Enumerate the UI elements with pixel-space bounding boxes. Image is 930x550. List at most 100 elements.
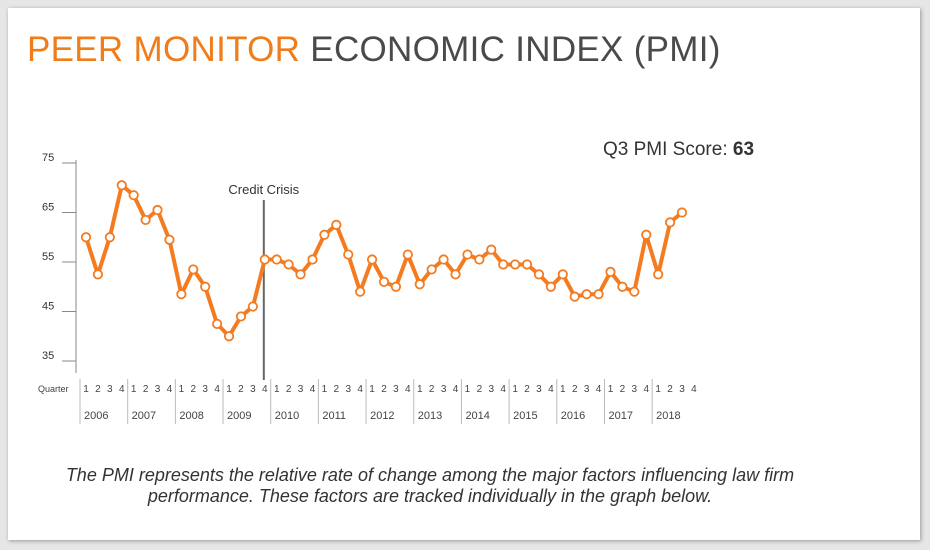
x-tick-label-quarter: 4 xyxy=(500,384,506,395)
x-tick-label-quarter: 2 xyxy=(524,384,530,395)
pmi-data-point xyxy=(235,311,247,322)
pmi-data-point xyxy=(366,254,378,265)
pmi-data-point xyxy=(402,249,413,260)
x-tick-label-quarter: 1 xyxy=(322,384,328,395)
x-tick-label-quarter: 2 xyxy=(429,384,435,395)
pmi-data-point xyxy=(331,219,342,230)
pmi-data-point xyxy=(116,180,127,191)
x-tick-label-quarter: 4 xyxy=(357,384,363,395)
pmi-data-point xyxy=(438,254,449,265)
x-tick-label-year: 2009 xyxy=(227,410,251,422)
pmi-data-point xyxy=(545,281,556,292)
x-tick-label-quarter: 4 xyxy=(548,384,554,395)
pmi-data-point xyxy=(653,269,664,280)
title-main: ECONOMIC INDEX (PMI) xyxy=(310,30,721,69)
y-tick-label: 65 xyxy=(42,202,54,214)
x-tick-label-quarter: 4 xyxy=(453,384,459,395)
x-tick-label-quarter: 3 xyxy=(632,384,638,395)
y-tick-label: 35 xyxy=(42,350,54,362)
x-tick-label-quarter: 4 xyxy=(310,384,316,395)
x-tick-label-quarter: 2 xyxy=(286,384,292,395)
x-tick-label-quarter: 4 xyxy=(596,384,602,395)
title-brand: PEER MONITOR xyxy=(27,30,301,69)
y-tick-label: 75 xyxy=(42,152,54,164)
pmi-data-point xyxy=(557,269,568,280)
x-tick-label-quarter: 3 xyxy=(393,384,399,395)
x-tick-label-quarter: 3 xyxy=(345,384,351,395)
x-tick-label-quarter: 4 xyxy=(214,384,220,395)
x-tick-label-quarter: 2 xyxy=(620,384,626,395)
chart-card xyxy=(8,8,920,540)
x-tick-label-quarter: 3 xyxy=(155,384,161,395)
pmi-data-point xyxy=(176,289,187,300)
pmi-data-point xyxy=(641,229,652,240)
pmi-data-point xyxy=(629,286,640,297)
pmi-data-point xyxy=(319,229,330,240)
x-tick-label-year: 2007 xyxy=(132,410,156,422)
x-tick-label-quarter: 2 xyxy=(238,384,244,395)
pmi-data-point xyxy=(378,276,390,287)
pmi-data-point xyxy=(581,289,592,300)
x-tick-label-quarter: 3 xyxy=(488,384,494,395)
x-tick-label-quarter: 2 xyxy=(572,384,578,395)
x-tick-label-quarter: 1 xyxy=(226,384,232,395)
x-tick-label-year: 2008 xyxy=(179,410,203,422)
pmi-data-point xyxy=(510,259,521,270)
pmi-data-point xyxy=(355,286,366,297)
x-tick-label-quarter: 4 xyxy=(643,384,649,395)
pmi-data-point xyxy=(426,264,437,275)
x-tick-label-quarter: 3 xyxy=(298,384,304,395)
x-tick-label-quarter: 2 xyxy=(477,384,483,395)
x-tick-label-quarter: 4 xyxy=(405,384,411,395)
x-tick-label-quarter: 3 xyxy=(202,384,208,395)
pmi-data-point xyxy=(140,214,151,226)
pmi-data-point xyxy=(80,232,92,243)
x-tick-label-year: 2016 xyxy=(561,410,585,422)
x-tick-label-quarter: 3 xyxy=(679,384,685,395)
x-tick-label-year: 2013 xyxy=(418,410,442,422)
pmi-data-point xyxy=(104,232,115,243)
x-tick-label-quarter: 1 xyxy=(83,384,89,395)
pmi-data-point xyxy=(164,234,175,245)
x-tick-label-quarter: 4 xyxy=(262,384,268,395)
x-tick-label-quarter: 2 xyxy=(334,384,340,395)
pmi-data-point xyxy=(343,249,354,260)
x-tick-label-year: 2017 xyxy=(608,410,632,422)
pmi-data-point xyxy=(247,301,258,312)
x-tick-label-quarter: 2 xyxy=(95,384,101,395)
x-tick-label-quarter: 4 xyxy=(167,384,173,395)
pmi-data-point xyxy=(152,204,163,216)
x-tick-label-year: 2018 xyxy=(656,410,680,422)
x-tick-label-quarter: 1 xyxy=(560,384,566,395)
x-tick-label-year: 2010 xyxy=(275,410,299,422)
pmi-score-value: 63 xyxy=(732,139,755,160)
x-tick-label-quarter: 2 xyxy=(667,384,673,395)
pmi-data-point xyxy=(92,269,104,280)
pmi-data-point xyxy=(271,254,282,265)
x-tick-label-quarter: 2 xyxy=(143,384,149,395)
x-axis-label: Quarter xyxy=(38,384,69,394)
pmi-data-point xyxy=(617,281,628,292)
pmi-data-point xyxy=(390,281,402,292)
pmi-score-label: Q3 PMI Score: xyxy=(603,139,728,160)
pmi-data-point xyxy=(569,291,580,302)
pmi-data-point xyxy=(486,244,497,255)
credit-crisis-label: Credit Crisis xyxy=(228,182,299,197)
x-tick-label-quarter: 3 xyxy=(250,384,256,395)
pmi-data-point xyxy=(533,269,545,280)
pmi-data-point xyxy=(283,259,294,270)
x-tick-label-quarter: 1 xyxy=(369,384,375,395)
y-tick-label: 45 xyxy=(42,301,54,313)
y-tick-label: 55 xyxy=(42,251,54,263)
pmi-data-point xyxy=(212,318,223,329)
pmi-data-point xyxy=(307,254,318,265)
pmi-data-point xyxy=(259,254,270,265)
chart-caption: The PMI represents the relative rate of … xyxy=(65,465,795,506)
x-tick-label-year: 2014 xyxy=(465,410,489,422)
x-tick-label-quarter: 4 xyxy=(119,384,125,395)
x-tick-label-year: 2015 xyxy=(513,410,537,422)
x-tick-label-quarter: 3 xyxy=(536,384,542,395)
pmi-data-point xyxy=(676,207,688,218)
x-tick-label-quarter: 4 xyxy=(691,384,697,395)
